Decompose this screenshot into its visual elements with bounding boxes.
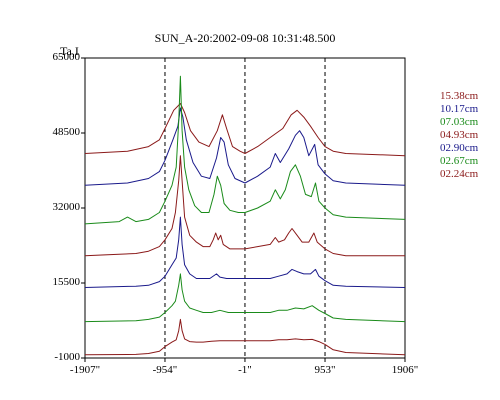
legend-item: 04.93cm xyxy=(440,129,479,141)
y-tick-label: 32000 xyxy=(52,201,81,213)
y-tick-label: 48500 xyxy=(52,126,81,138)
legend-item: 10.17cm xyxy=(440,103,479,115)
series-line-04.93cm xyxy=(84,155,405,257)
chart-title: SUN_A-20:2002-09-08 10:31:48.500 xyxy=(154,31,336,45)
x-tick-label: 1906" xyxy=(391,364,419,376)
y-tick-label: 15500 xyxy=(52,276,81,288)
series-line-07.03cm xyxy=(84,75,406,225)
series-line-02.67cm xyxy=(84,273,406,323)
series-line-02.90cm xyxy=(84,216,406,288)
legend-item: 02.24cm xyxy=(440,168,479,180)
x-tick-label: -1" xyxy=(238,364,252,376)
legend-item: 02.67cm xyxy=(440,155,479,167)
legend: 15.38cm 10.17cm 07.03cm 04.93cm 02.90cm 02.67… xyxy=(440,90,495,181)
x-tick-label: 953" xyxy=(314,364,336,376)
series-line-15.38cm xyxy=(84,103,406,157)
y-axis-label: Ta,I xyxy=(60,44,79,58)
x-tick-label: -1907" xyxy=(69,364,101,376)
y-tick-label: 65000 xyxy=(52,51,81,63)
series-line-10.17cm xyxy=(84,107,406,186)
series-line-02.24cm xyxy=(84,318,406,356)
legend-item: 15.38cm xyxy=(440,90,479,102)
y-tick-label: -1000 xyxy=(54,351,80,363)
legend-item: 07.03cm xyxy=(440,116,479,128)
legend-item: 02.90cm xyxy=(440,142,479,154)
x-tick-label: -954" xyxy=(152,364,178,376)
